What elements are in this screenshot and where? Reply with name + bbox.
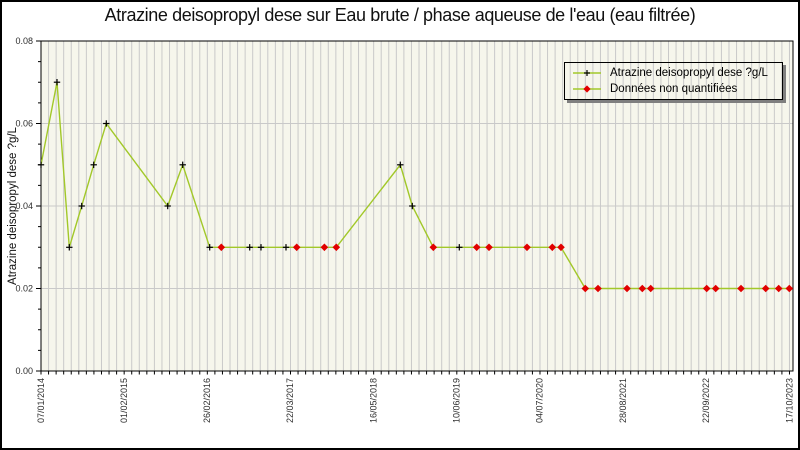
x-tick-label: 22/03/2017	[285, 378, 295, 423]
data-line	[40, 82, 790, 290]
y-tick-labels: 0.00 0.02 0.04 0.06 0.08	[15, 36, 33, 376]
x-tick-label: 22/09/2022	[701, 378, 711, 423]
y-tick-label: 0.04	[15, 201, 33, 211]
x-tick-label: 01/02/2015	[119, 378, 129, 423]
legend-label-unquantified: Données non quantifiées	[610, 82, 738, 95]
legend: Atrazine deisopropyl dese ?g/L Données n…	[564, 62, 783, 100]
x-tick-labels: 07/01/2014 01/02/2015 26/02/2016 22/03/2017…	[36, 378, 794, 423]
plot-border	[40, 40, 794, 372]
x-tick-label: 04/07/2020	[535, 378, 545, 423]
legend-item-quantified: Atrazine deisopropyl dese ?g/L	[571, 66, 776, 81]
legend-label-quantified: Atrazine deisopropyl dese ?g/L	[610, 66, 768, 79]
x-tick-label: 17/10/2023	[784, 378, 794, 423]
x-tick-label: 07/01/2014	[36, 378, 46, 423]
y-tick-label: 0.08	[15, 36, 33, 46]
y-tick-label: 0.02	[15, 284, 33, 294]
quantified-series-sample-icon	[573, 70, 601, 76]
x-tick-label: 16/05/2018	[368, 378, 378, 423]
legend-item-unquantified: Données non quantifiées	[571, 82, 776, 97]
chart-title: Atrazine deisopropyl dese sur Eau brute …	[104, 5, 696, 25]
y-tick-label: 0.00	[15, 366, 33, 376]
x-tick-label: 26/02/2016	[202, 378, 212, 423]
x-tick-label: 28/08/2021	[618, 378, 628, 423]
unquantified-series-sample-icon	[573, 85, 601, 93]
y-tick-label: 0.06	[15, 119, 33, 129]
x-tick-label: 10/06/2019	[451, 378, 461, 423]
data-markers	[37, 79, 794, 293]
gridlines	[41, 41, 793, 371]
